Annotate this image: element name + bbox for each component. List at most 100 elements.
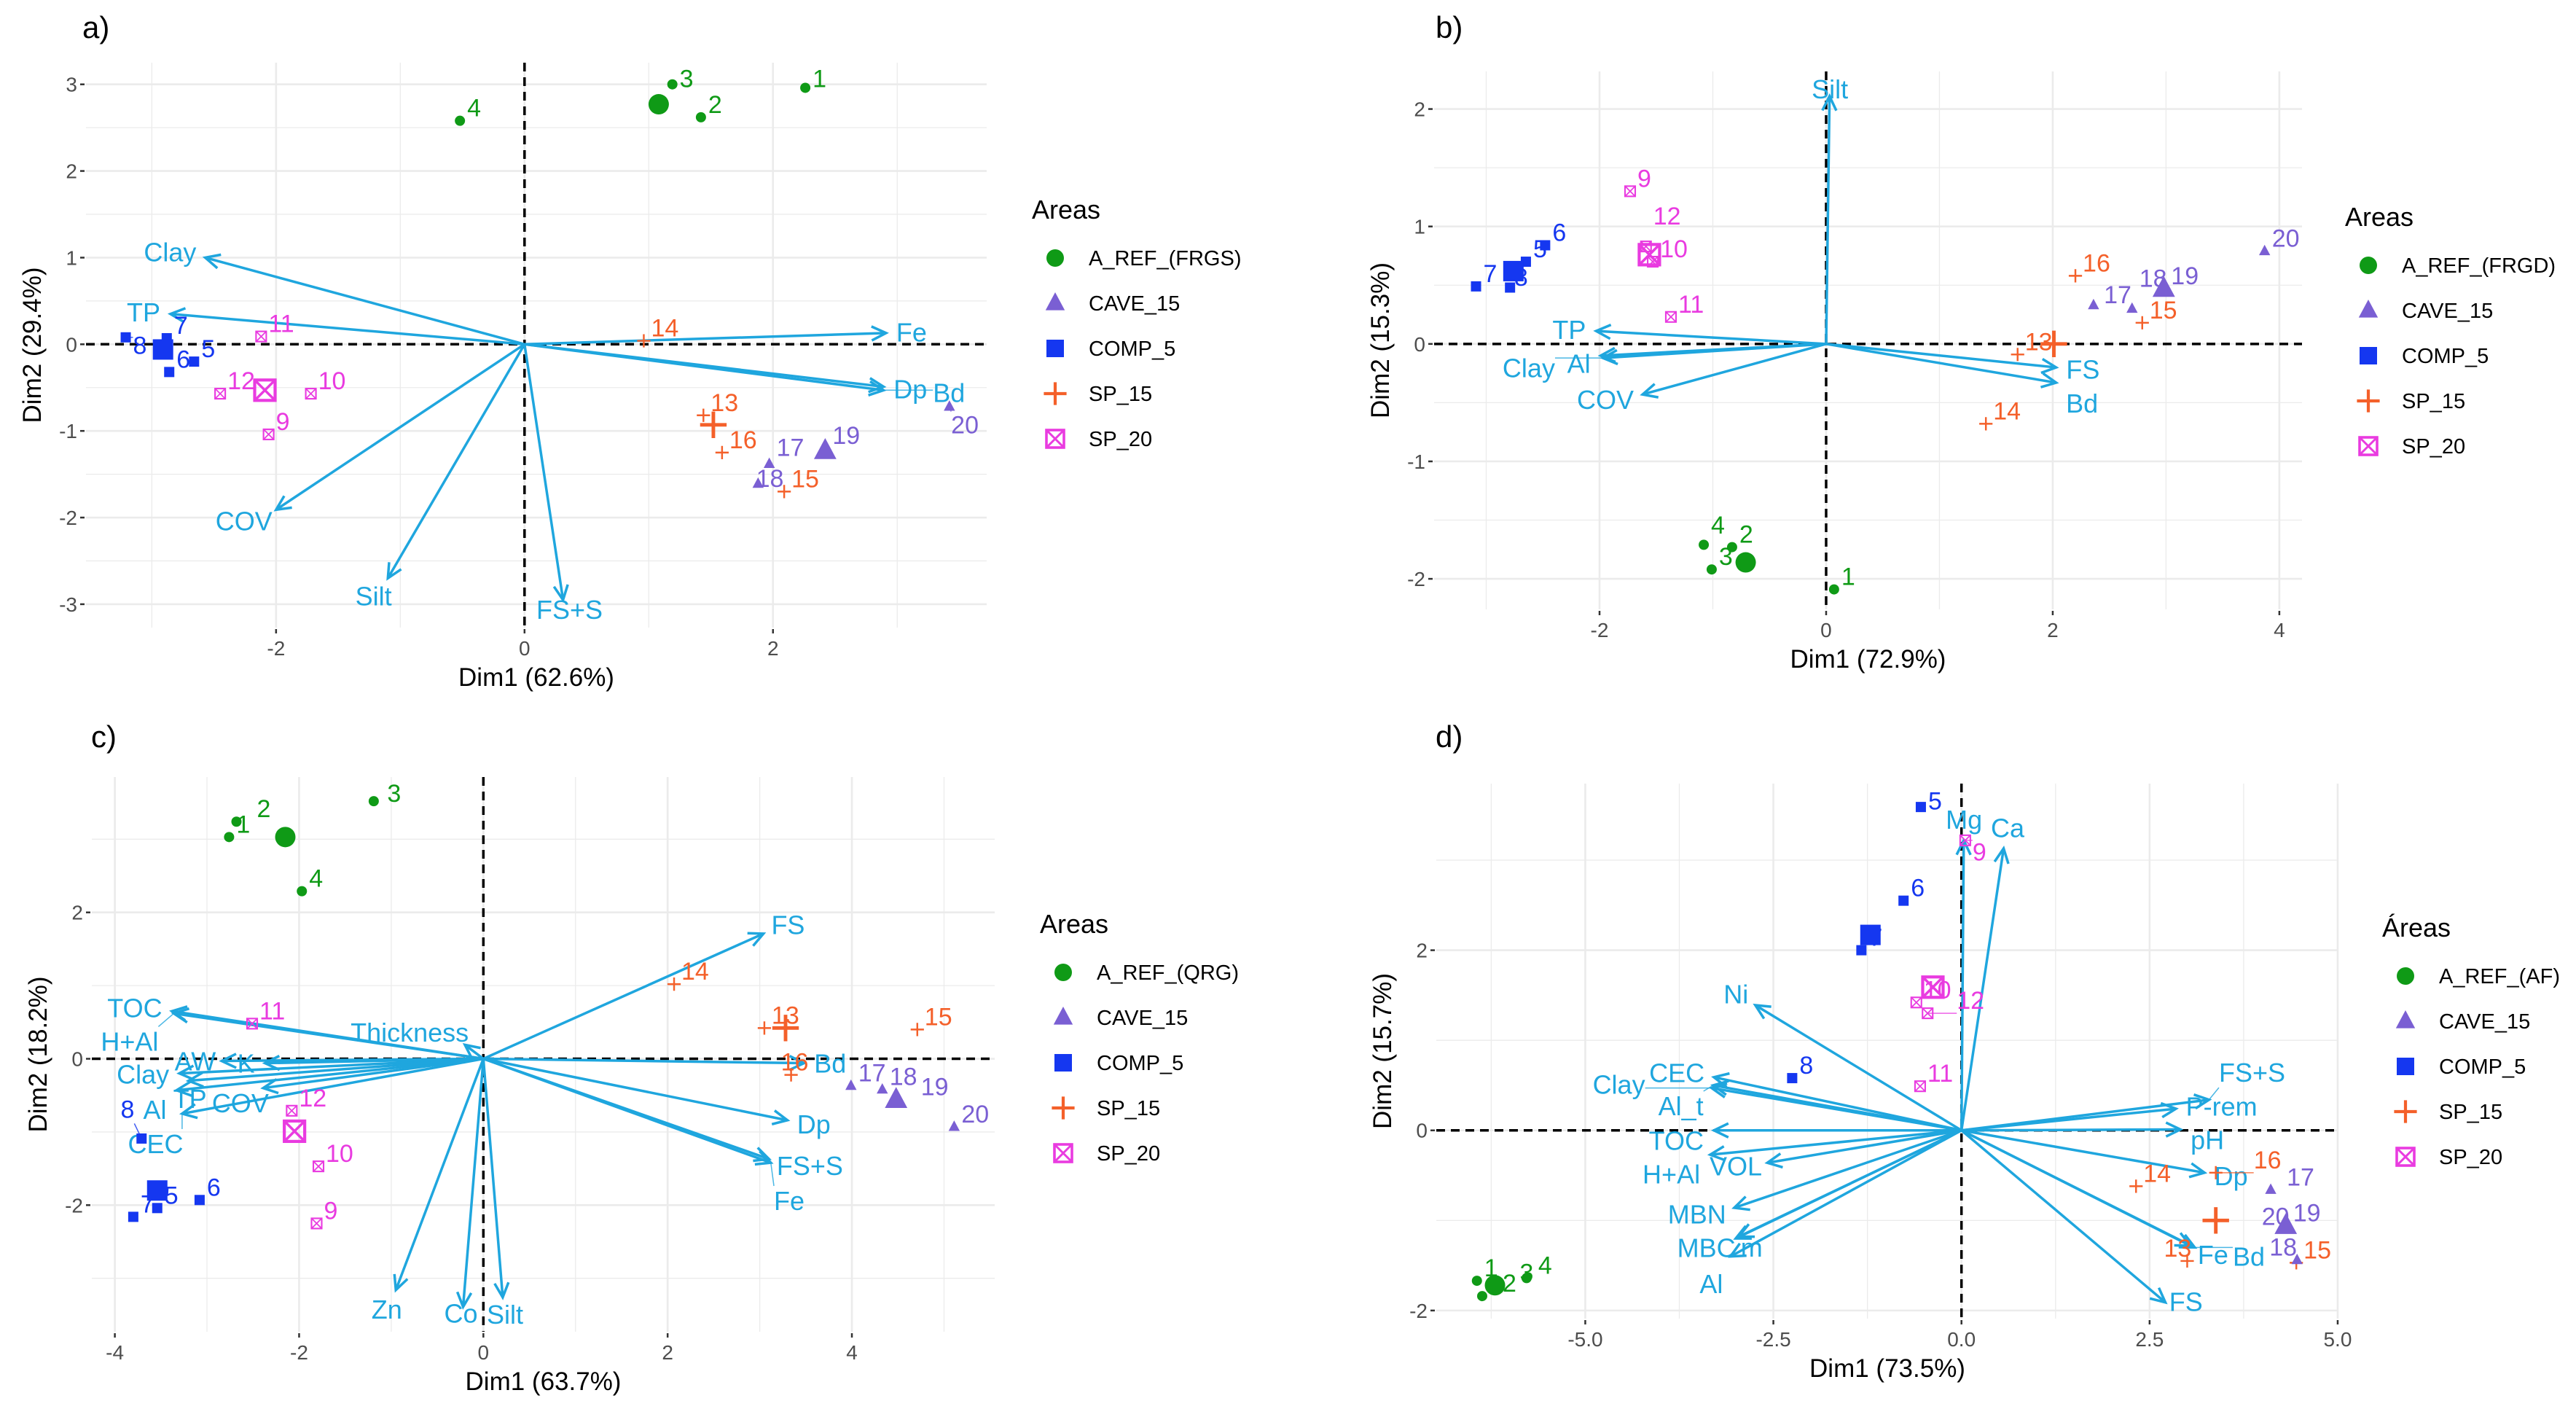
point-1: 1 — [800, 65, 826, 93]
arrow-label: Co — [444, 1299, 477, 1329]
label-leader-line — [157, 1012, 175, 1027]
arrow-shaft — [265, 1057, 484, 1065]
point-label: 8 — [120, 1096, 134, 1123]
arrow-shaft — [1729, 1129, 1962, 1258]
boxed-x-marker — [1637, 243, 1661, 267]
point-label: 12 — [227, 367, 255, 395]
x-tick-label: -4 — [106, 1341, 124, 1364]
point-label: 14 — [2143, 1160, 2171, 1187]
point-marker — [2011, 348, 2024, 362]
centroid-a_ref — [1735, 552, 1756, 573]
x-tick-label: 2 — [767, 637, 779, 660]
arrow-shaft — [262, 1057, 484, 1090]
point-marker — [2088, 298, 2099, 310]
arrow-label: CEC — [128, 1129, 184, 1159]
arrow-label: TOC — [1649, 1126, 1704, 1156]
triangle-marker — [752, 477, 764, 488]
grid — [1436, 784, 2339, 1319]
centroid-cave_15 — [813, 438, 837, 459]
point-label: 6 — [1552, 219, 1566, 246]
point-16: 16 — [781, 1049, 809, 1082]
point-marker — [1699, 539, 1710, 550]
x-mark — [313, 1160, 324, 1172]
arrowhead — [1821, 93, 1838, 112]
arrow-shaft — [461, 1058, 485, 1308]
y-tick-label: 1 — [1414, 216, 1425, 238]
point-marker — [2180, 1254, 2194, 1268]
point-label: 16 — [781, 1049, 809, 1077]
square-marker — [1505, 282, 1516, 293]
arrow-label: Bd — [814, 1048, 846, 1078]
point-label: 5 — [1928, 788, 1942, 816]
legend-key — [2358, 436, 2379, 456]
point-marker — [1476, 1291, 1487, 1302]
plus-marker — [1979, 417, 1993, 431]
point-marker — [255, 330, 267, 343]
boxed-x-marker — [1921, 975, 1945, 999]
point-marker — [1915, 802, 1926, 813]
arrow-dp: Dp — [482, 1057, 831, 1139]
x-axis-title: Dim1 (62.6%) — [458, 663, 614, 692]
arrow-label: Fe — [896, 317, 927, 347]
legend-label: A_REF_(QRG) — [1097, 961, 1239, 985]
arrow-shaft — [1735, 1129, 1962, 1240]
triangle-marker — [2265, 1183, 2276, 1194]
arrow-shaft — [1734, 1129, 1962, 1209]
point-label: 2 — [257, 795, 270, 823]
point-label: 1 — [813, 65, 826, 93]
arrowhead — [868, 377, 887, 394]
centroid-sp_20 — [283, 1119, 307, 1144]
arrow-tp: TP — [173, 1057, 484, 1114]
legend: Areas A_REF_(FRGD) CAVE_15 COMP_5 SP_15 SP_20 — [2345, 202, 2556, 458]
x-mark — [2358, 436, 2379, 456]
arrowhead — [552, 584, 569, 603]
circle-marker — [2397, 967, 2414, 985]
y-tick-label: 0 — [66, 333, 77, 356]
arrowhead — [1733, 1225, 1752, 1240]
square-marker — [1856, 945, 1867, 956]
point-15: 15 — [778, 465, 819, 499]
point-label: 13 — [710, 389, 738, 417]
arrow-shaft — [483, 1057, 804, 1065]
legend-label: SP_15 — [1089, 383, 1152, 406]
boxed-x-marker — [2358, 436, 2379, 456]
centroid-comp_5 — [152, 339, 173, 360]
plus-marker — [700, 411, 727, 439]
x-tick-label: 0 — [478, 1341, 490, 1364]
arrow-shaft — [1825, 95, 1831, 344]
arrow-shaft — [1961, 1128, 2181, 1132]
point-label: 17 — [858, 1060, 886, 1088]
point-12: 12 — [1922, 987, 1984, 1020]
x-tick-label: -2.5 — [1755, 1328, 1790, 1351]
point-4: 4 — [297, 865, 323, 897]
point-marker — [1471, 1276, 1482, 1287]
point-10: 10 — [312, 1140, 353, 1173]
point-marker — [667, 977, 681, 991]
point-label: 19 — [921, 1074, 949, 1101]
point-6: 6 — [164, 346, 190, 378]
y-tick-label: 0 — [1414, 333, 1425, 356]
arrow-fs-s: FS+S — [1961, 1058, 2285, 1132]
x-mark — [1911, 996, 1922, 1008]
arrow-label: Zn — [372, 1295, 402, 1324]
point-16: 16 — [2068, 249, 2110, 283]
triangle-marker — [1045, 292, 1065, 311]
arrowhead — [1707, 1145, 1726, 1162]
x-tick-label: 2 — [2047, 619, 2059, 641]
point-marker — [368, 796, 379, 807]
square-marker — [1046, 340, 1064, 357]
arrow-label: FS+S — [777, 1151, 843, 1181]
arrow-clay: Clay — [1503, 343, 1827, 383]
x-mark — [1638, 243, 1661, 266]
legend-entry-sp_20: SP_20 — [2395, 1146, 2502, 1169]
point-label: 2 — [708, 91, 722, 119]
centroid-cave_15 — [885, 1087, 908, 1108]
grid — [1434, 71, 2302, 609]
y-tick-label: 1 — [66, 246, 77, 269]
point-marker — [2209, 1166, 2223, 1179]
arrowhead — [788, 1055, 807, 1072]
point-marker — [1624, 185, 1637, 198]
x-mark — [305, 388, 317, 399]
point-15: 15 — [910, 1003, 952, 1037]
centroid-a_ref — [275, 827, 296, 848]
